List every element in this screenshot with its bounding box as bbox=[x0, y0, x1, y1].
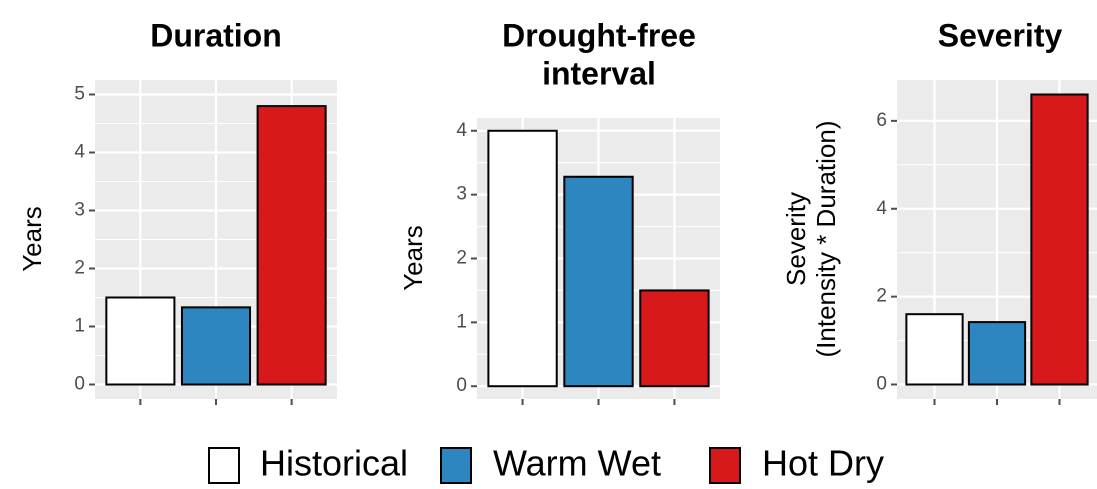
y-tick-label: 6 bbox=[876, 110, 887, 131]
panel-title: Duration bbox=[150, 17, 282, 53]
y-tick-label: 5 bbox=[74, 84, 85, 105]
bar-warm-wet bbox=[180, 306, 252, 386]
bar-historical bbox=[105, 296, 176, 386]
y-tick-label: 0 bbox=[876, 374, 887, 395]
bar-warm-wet bbox=[967, 321, 1027, 386]
y-tick-label: 4 bbox=[456, 120, 467, 141]
y-tick-label: 0 bbox=[456, 375, 467, 396]
panel-title: Drought-free bbox=[502, 17, 696, 53]
y-axis-label: (Intensity * Duration) bbox=[811, 121, 841, 358]
y-tick-label: 3 bbox=[456, 184, 467, 205]
y-axis-label: Years bbox=[398, 225, 428, 291]
y-tick-label: 2 bbox=[876, 286, 887, 307]
legend-label: Hot Dry bbox=[762, 443, 884, 484]
legend: Historical Warm Wet Hot Dry bbox=[208, 443, 884, 484]
legend-label: Warm Wet bbox=[493, 443, 661, 484]
legend-key-hot-dry bbox=[709, 447, 741, 484]
y-tick-label: 1 bbox=[74, 316, 85, 337]
bar-historical bbox=[487, 129, 558, 388]
panel-title: Severity bbox=[938, 17, 1063, 53]
bar-warm-wet bbox=[563, 175, 634, 388]
legend-key-warm-wet bbox=[440, 447, 472, 484]
y-tick-label: 2 bbox=[74, 258, 85, 279]
y-tick-label: 4 bbox=[876, 198, 887, 219]
legend-label: Historical bbox=[260, 443, 408, 484]
bar-historical bbox=[905, 313, 964, 386]
y-tick-label: 1 bbox=[456, 311, 467, 332]
legend-key-historical bbox=[208, 447, 240, 484]
y-axis-label: Years bbox=[17, 206, 47, 272]
y-tick-label: 0 bbox=[74, 374, 85, 395]
panel-title: interval bbox=[542, 55, 656, 91]
panel-1: 0 1 2 3 4 5 Duration Years bbox=[17, 17, 337, 405]
y-tick-label: 3 bbox=[74, 200, 85, 221]
y-axis-label: Severity bbox=[781, 192, 811, 286]
y-tick-label: 4 bbox=[74, 142, 85, 163]
bar-hot-dry bbox=[256, 105, 327, 386]
bar-hot-dry bbox=[639, 289, 710, 388]
y-tick-label: 2 bbox=[456, 248, 467, 269]
bar-hot-dry bbox=[1030, 93, 1089, 386]
